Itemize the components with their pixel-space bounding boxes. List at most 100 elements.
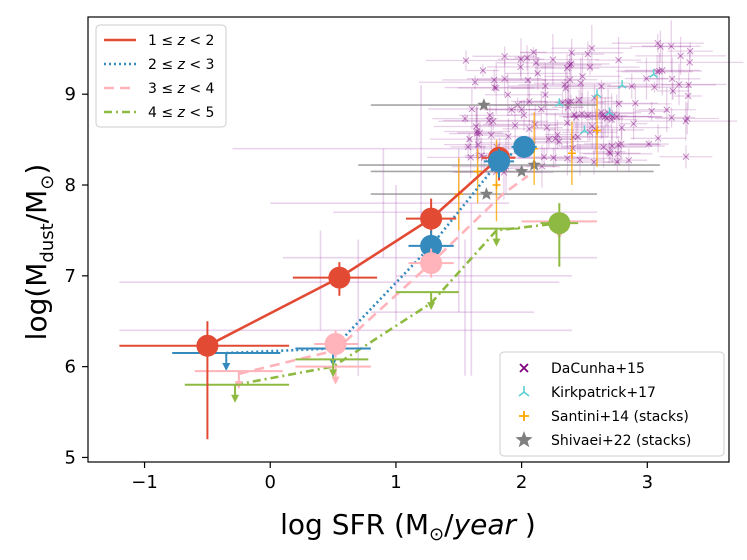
- dacunha-point: [667, 42, 675, 50]
- dacunha-point: [615, 56, 622, 64]
- dacunha-point: [609, 113, 616, 120]
- dacunha-point: [570, 111, 578, 118]
- dacunha-point: [685, 81, 693, 89]
- dacunha-point: [588, 122, 596, 130]
- kirkpatrick-point: [554, 98, 564, 107]
- legend-label: 1 ≤ z < 2: [148, 33, 214, 49]
- dacunha-point: [603, 115, 611, 122]
- plot-frame: [87, 16, 730, 463]
- series-line: [206, 156, 500, 347]
- dacunha-point: [654, 39, 662, 47]
- legend-label: 3 ≤ z < 4: [148, 81, 215, 97]
- dacunha-point: [579, 73, 586, 80]
- dacunha-point: [600, 143, 607, 151]
- dacunha-point: [632, 99, 639, 107]
- data-point: [420, 252, 443, 275]
- dacunha-point: [668, 75, 676, 83]
- shivaei-star: [515, 164, 529, 178]
- x-axis-label: log SFR (M⊙/year ): [280, 508, 536, 545]
- dacunha-point: [625, 156, 633, 164]
- dacunha-point: [492, 84, 500, 92]
- legend-label: 2 ≤ z < 3: [148, 57, 214, 73]
- dacunha-point: [520, 111, 528, 119]
- data-point: [548, 212, 571, 235]
- dacunha-point: [538, 162, 546, 170]
- legend-redshift: 1 ≤ z < 2 2 ≤ z < 3 3 ≤ z < 4 4 ≤ z < 5: [95, 24, 227, 128]
- santini-point: [492, 181, 501, 190]
- dacunha-point: [615, 100, 623, 108]
- legend-redshift-frame: [95, 24, 227, 128]
- dacunha-point: [486, 111, 494, 119]
- dacunha-point: [567, 98, 575, 105]
- legend-label: Kirkpatrick+17: [551, 385, 656, 401]
- data-point: [324, 332, 347, 355]
- legend-marker: [515, 431, 533, 448]
- kirkpatrick-point: [617, 80, 627, 89]
- dacunha-point: [675, 81, 683, 88]
- dacunha-point: [562, 84, 569, 92]
- data-point: [328, 266, 351, 289]
- dacunha-point: [462, 57, 470, 64]
- x-tick-label: 0: [265, 472, 276, 493]
- dacunha-point: [563, 119, 571, 127]
- dacunha-point: [598, 112, 606, 120]
- dacunha-point: [586, 128, 594, 136]
- dacunha-point: [651, 83, 658, 91]
- dacunha-point: [564, 154, 571, 162]
- dacunha-point: [645, 140, 653, 148]
- dacunha-point: [485, 117, 493, 124]
- dacunha-point: [572, 114, 580, 121]
- upper-limit-arrow: [222, 363, 231, 372]
- dacunha-point: [473, 128, 481, 135]
- y-tick-label: 9: [65, 84, 76, 105]
- dacunha-point: [534, 70, 542, 77]
- dacunha-point: [686, 58, 694, 66]
- shivaei-star: [479, 187, 494, 200]
- dacunha-point: [605, 148, 613, 156]
- dacunha-point: [551, 135, 559, 143]
- y-tick-label: 6: [65, 357, 76, 378]
- dacunha-point: [517, 63, 524, 71]
- dacunha-point: [487, 131, 495, 139]
- dacunha-point: [501, 52, 509, 60]
- dacunha-point: [643, 75, 650, 82]
- upper-limit-arrow: [427, 302, 436, 311]
- dacunha-point: [654, 134, 662, 142]
- dacunha-point: [545, 135, 553, 143]
- dacunha-point: [464, 143, 472, 151]
- dacunha-point: [575, 96, 583, 104]
- y-tick-label: 8: [65, 175, 76, 196]
- dacunha-point: [491, 84, 498, 91]
- y-axis-label: log(Mdust/M⊙): [20, 164, 58, 341]
- santini-point: [567, 149, 576, 158]
- dacunha-point: [586, 63, 594, 71]
- dacunha-point: [530, 48, 537, 56]
- x-tick-label: 2: [516, 472, 527, 493]
- x-tick-label: −1: [131, 472, 158, 493]
- dacunha-point: [577, 79, 585, 87]
- x-tick-label: 3: [642, 472, 653, 493]
- dacunha-point: [613, 158, 621, 166]
- dacunha-point: [684, 92, 692, 100]
- legend-label: DaCunha+15: [551, 361, 645, 377]
- background-errorbars: [119, 20, 744, 376]
- dacunha-point: [490, 76, 498, 84]
- dacunha-point: [525, 98, 533, 105]
- upper-limit-arrow: [231, 394, 240, 403]
- legend-label: Shivaei+22 (stacks): [551, 433, 691, 449]
- dacunha-point: [466, 135, 473, 143]
- legend-literature-frame: [499, 351, 725, 457]
- dacunha-point: [614, 141, 622, 148]
- dacunha-point: [686, 47, 694, 55]
- dacunha-point: [537, 105, 545, 113]
- dacunha-point: [461, 115, 469, 122]
- dacunha-point: [653, 68, 661, 76]
- dacunha-point: [566, 61, 574, 69]
- dacunha-point: [543, 124, 551, 132]
- dacunha-point: [569, 144, 577, 152]
- dacunha-point: [617, 140, 625, 148]
- santini-point: [593, 126, 602, 135]
- dacunha-point: [668, 114, 675, 121]
- dacunha-point: [584, 50, 592, 58]
